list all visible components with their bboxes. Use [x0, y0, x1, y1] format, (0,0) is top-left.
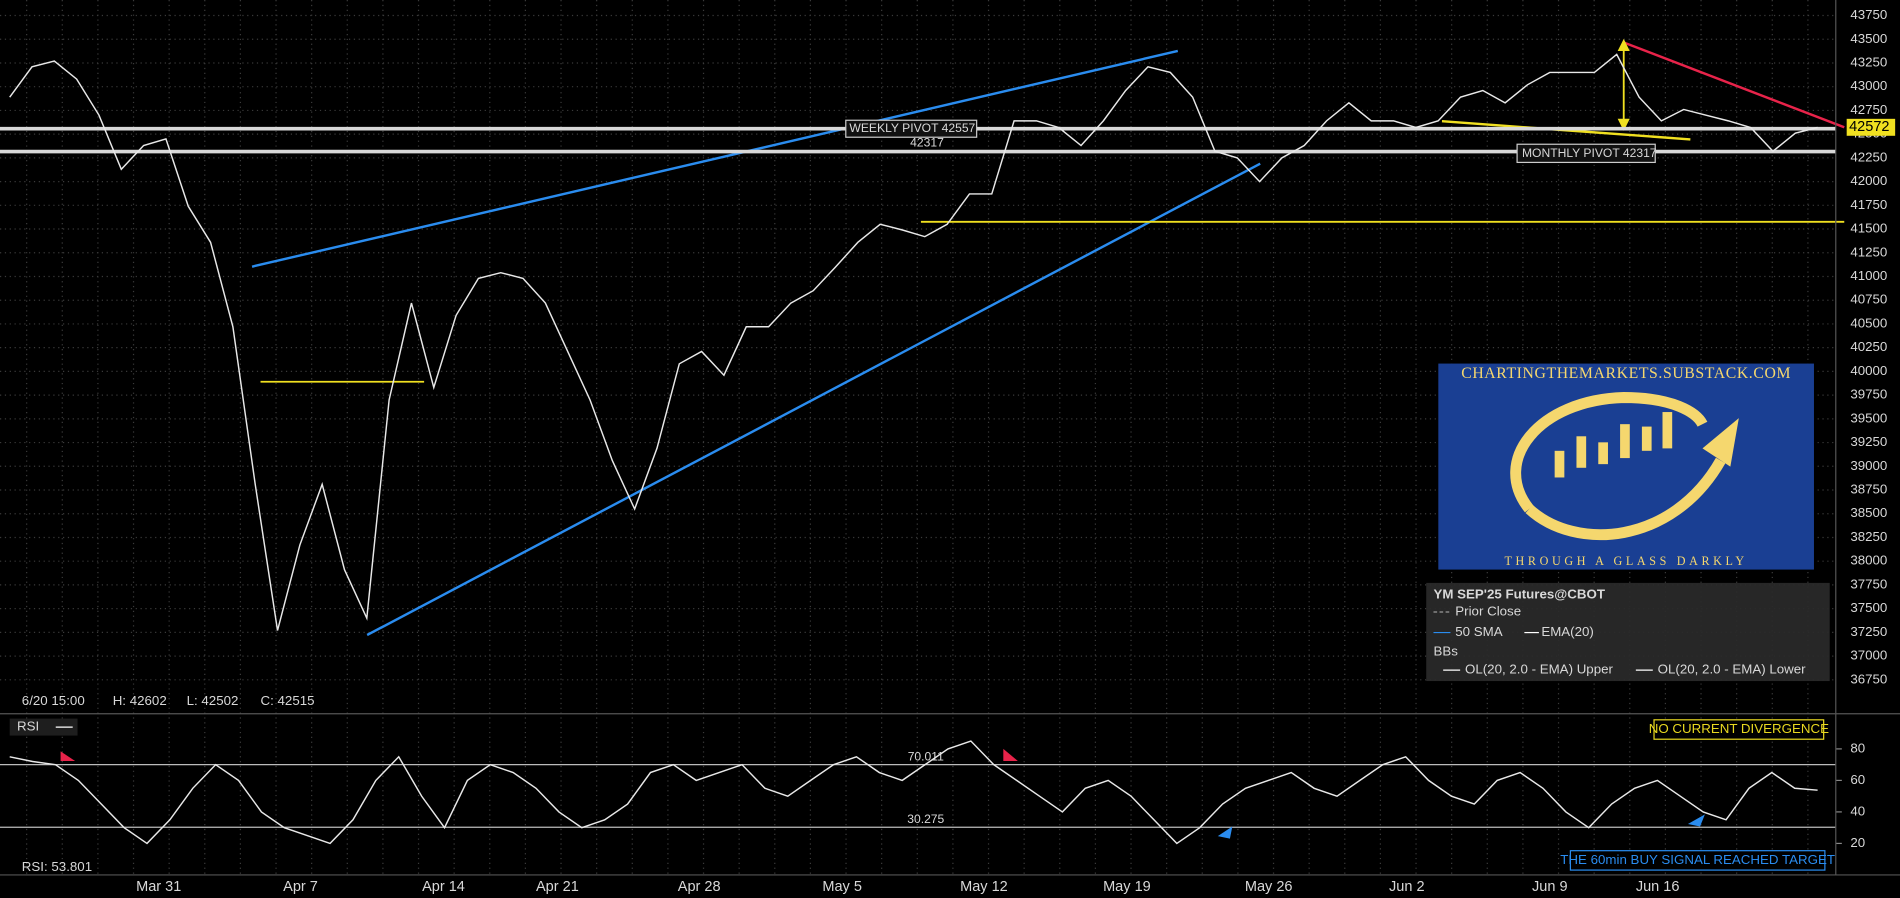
- logo-candle: [1662, 412, 1673, 449]
- legend-item[interactable]: EMA(20): [1541, 624, 1594, 639]
- annotation-box: [1569, 850, 1826, 871]
- pivot-price: 42317: [910, 135, 944, 149]
- pivot-label-box: [845, 119, 978, 138]
- price-line: [9, 740, 1818, 845]
- logo-site: CHARTINGTHEMARKETS.SUBSTACK.COM: [1461, 365, 1791, 382]
- rsi-level-label: 70.011: [908, 750, 944, 764]
- x-tick-label: May 5: [822, 879, 862, 895]
- y-tick-label: 42750: [1850, 102, 1887, 117]
- marker: [1687, 814, 1705, 827]
- y-tick-label: 43500: [1850, 31, 1887, 46]
- info-close: C: 42515: [261, 693, 315, 708]
- arrow-head: [1617, 118, 1630, 131]
- legend-item[interactable]: Prior Close: [1455, 603, 1521, 618]
- x-tick-label: Jun 16: [1636, 879, 1680, 895]
- y-tick-label: 43750: [1850, 7, 1887, 22]
- y-tick-label: 39750: [1850, 387, 1887, 402]
- x-tick-label: Jun 2: [1389, 879, 1425, 895]
- y-tick-label: 37000: [1850, 648, 1887, 663]
- info-time: 6/20 15:00: [22, 693, 85, 708]
- y-tick-label: 20: [1850, 835, 1865, 850]
- trend-line: [251, 49, 1179, 268]
- y-tick-label: 38500: [1850, 505, 1887, 520]
- x-tick-label: Apr 14: [422, 879, 465, 895]
- y-tick-label: 40000: [1850, 363, 1887, 378]
- legend-item[interactable]: 50 SMA: [1455, 624, 1502, 639]
- info-high: H: 42602: [113, 693, 167, 708]
- rsi-readout: RSI: 53.801: [22, 859, 92, 874]
- logo-candle: [1598, 442, 1608, 465]
- logo-candle: [1576, 436, 1587, 468]
- price-line: [9, 53, 1818, 631]
- y-tick-label: 80: [1850, 740, 1865, 755]
- legend-item[interactable]: BBs: [1433, 643, 1458, 658]
- y-tick-label: 42250: [1850, 149, 1887, 164]
- y-tick-label: 38250: [1850, 529, 1887, 544]
- x-tick-label: May 26: [1245, 879, 1293, 895]
- y-tick-label: 41000: [1850, 268, 1887, 283]
- x-tick-label: May 19: [1103, 879, 1151, 895]
- legend-item[interactable]: OL(20, 2.0 - EMA) Upper: [1465, 662, 1614, 677]
- trend-line: [1623, 41, 1845, 129]
- logo-swoosh: [1525, 457, 1726, 541]
- pivot-label: WEEKLY PIVOT 42557: [849, 121, 975, 135]
- logo-candles: [1554, 412, 1673, 478]
- y-tick-label: 41500: [1850, 221, 1887, 236]
- y-tick-label: 37250: [1850, 624, 1887, 639]
- pivot-label: MONTHLY PIVOT 42317: [1522, 146, 1657, 160]
- rsi-label-box: [9, 718, 78, 736]
- y-tick-label: 40250: [1850, 339, 1887, 354]
- x-tick-label: Mar 31: [136, 879, 181, 895]
- y-tick-label: 36750: [1850, 671, 1887, 686]
- y-tick-label: 40750: [1850, 292, 1887, 307]
- x-tick-label: Apr 21: [536, 879, 579, 895]
- last-price-box: [1846, 118, 1896, 136]
- marker: [1217, 826, 1233, 839]
- legend-item[interactable]: OL(20, 2.0 - EMA) Lower: [1658, 662, 1807, 677]
- y-tick-label: 37750: [1850, 576, 1887, 591]
- legend-box: [1426, 582, 1830, 682]
- logo-candle: [1554, 450, 1565, 478]
- y-tick-label: 40: [1850, 803, 1865, 818]
- y-tick-label: 38750: [1850, 482, 1887, 497]
- y-tick-label: 41750: [1850, 197, 1887, 212]
- x-tick-label: Apr 7: [283, 879, 318, 895]
- info-low: L: 42502: [187, 693, 239, 708]
- y-tick-label: 60: [1850, 772, 1865, 787]
- logo-tagline: THROUGH A GLASS DARKLY: [1505, 554, 1748, 568]
- y-tick-label: 39000: [1850, 458, 1887, 473]
- x-tick-label: May 12: [960, 879, 1008, 895]
- y-tick-label: 37500: [1850, 600, 1887, 615]
- annotation-box: [1653, 719, 1825, 740]
- pivot-label-box: [1516, 143, 1656, 164]
- trend-line: [366, 162, 1261, 637]
- last-price-label: 42572: [1849, 119, 1889, 135]
- y-tick-label: 42000: [1850, 173, 1887, 188]
- logo-swoosh: [1510, 392, 1708, 513]
- y-tick-label: 38000: [1850, 553, 1887, 568]
- y-tick-label: 39250: [1850, 434, 1887, 449]
- annotation: NO CURRENT DIVERGENCE: [1649, 721, 1829, 736]
- y-tick-label: 39500: [1850, 410, 1887, 425]
- grid: 36750 37000 37250 37500 37750 38000 38250 38500…: [0, 0, 1887, 875]
- arrow-head: [1617, 38, 1630, 51]
- y-tick-label: 43000: [1850, 78, 1887, 93]
- logo-arrow: [1702, 418, 1739, 467]
- y-tick-label: 43250: [1850, 54, 1887, 69]
- y-tick-label: 41250: [1850, 244, 1887, 259]
- rsi-title[interactable]: RSI: [17, 719, 39, 734]
- x-tick-label: Apr 28: [678, 879, 721, 895]
- annotation: THE 60min BUY SIGNAL REACHED TARGET: [1560, 852, 1835, 867]
- rsi-level-label: 30.275: [907, 812, 944, 826]
- x-tick-label: Jun 9: [1532, 879, 1568, 895]
- logo-candle: [1620, 424, 1630, 459]
- logo-candle: [1641, 426, 1652, 451]
- legend-title[interactable]: YM SEP'25 Futures@CBOT: [1433, 587, 1604, 602]
- marker: [60, 751, 76, 762]
- y-tick-label: 40500: [1850, 315, 1887, 330]
